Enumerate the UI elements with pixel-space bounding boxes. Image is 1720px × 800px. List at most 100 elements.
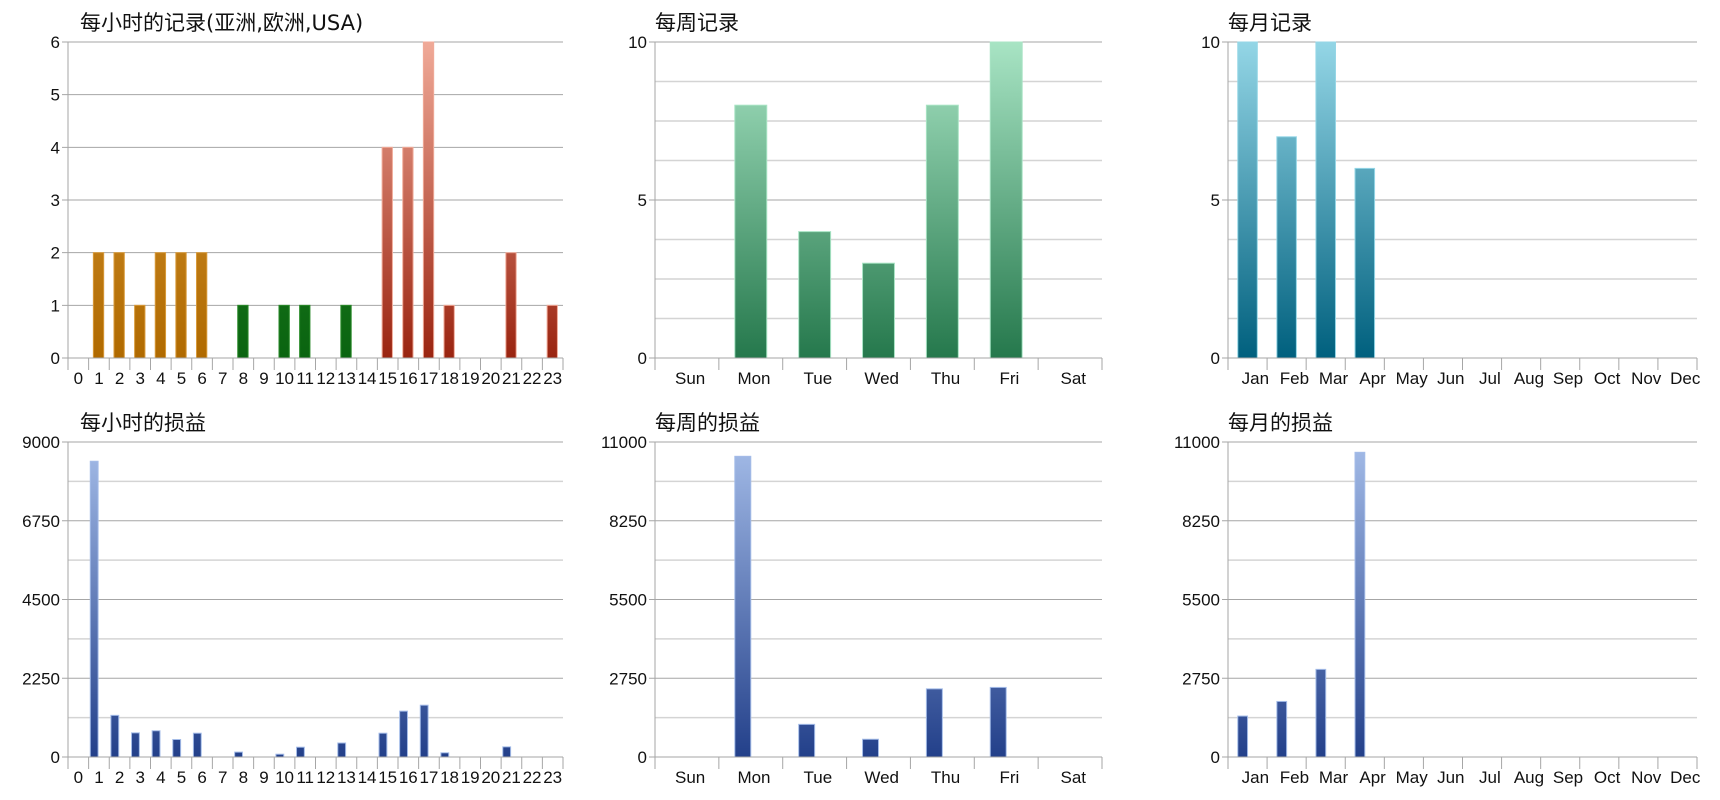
- bar-Fri: [989, 41, 1023, 359]
- x-tick-label: Dec: [1670, 369, 1701, 388]
- y-tick-label: 5500: [1182, 591, 1220, 610]
- bar-15: [381, 146, 393, 359]
- bar-11: [299, 304, 311, 359]
- y-tick-label: 10: [628, 33, 647, 52]
- x-tick-label: 4: [156, 768, 165, 787]
- x-tick-label: Apr: [1359, 369, 1386, 388]
- x-tick-label: Mar: [1319, 768, 1349, 787]
- x-tick-label: 2: [115, 768, 124, 787]
- bar-Jan: [1237, 715, 1249, 758]
- y-tick-label: 0: [1211, 349, 1220, 368]
- bar-10: [278, 304, 290, 359]
- x-tick-label: 9: [259, 768, 268, 787]
- x-tick-label: 3: [135, 768, 144, 787]
- bar-4: [151, 730, 161, 758]
- x-tick-label: 5: [177, 768, 186, 787]
- bar-1: [89, 460, 99, 758]
- bar-Feb: [1276, 700, 1288, 758]
- y-tick-label: 5: [51, 86, 60, 105]
- bar-6: [195, 252, 208, 359]
- x-tick-label: 21: [502, 768, 521, 787]
- x-tick-label: 8: [239, 768, 248, 787]
- y-tick-label: 0: [638, 748, 647, 767]
- x-tick-label: 7: [218, 369, 227, 388]
- y-tick-label: 8250: [609, 512, 647, 531]
- bar-Tue: [798, 723, 816, 758]
- x-tick-label: 19: [461, 768, 480, 787]
- x-tick-label: Feb: [1280, 369, 1309, 388]
- bar-Mar: [1315, 41, 1336, 359]
- chart-title: 每月记录: [1228, 11, 1312, 35]
- bar-Wed: [862, 262, 895, 359]
- bar-Thu: [925, 104, 959, 359]
- x-tick-label: 9: [259, 369, 268, 388]
- x-tick-label: Mon: [737, 369, 770, 388]
- x-tick-label: 22: [523, 369, 542, 388]
- y-tick-label: 5: [1211, 191, 1220, 210]
- x-tick-label: Wed: [864, 369, 899, 388]
- y-tick-label: 5: [638, 191, 647, 210]
- x-tick-label: 11: [296, 369, 314, 388]
- bar-Wed: [862, 738, 879, 758]
- x-tick-label: 11: [296, 768, 314, 787]
- chart-5: 每月的损益 0 2750 5500 8250 11000 Jan Feb Mar Apr May Ju…: [1174, 411, 1701, 787]
- x-tick-label: 21: [502, 369, 521, 388]
- x-tick-label: Sat: [1060, 768, 1086, 787]
- x-tick-label: 23: [543, 768, 562, 787]
- x-tick-label: 6: [197, 369, 206, 388]
- bar-Feb: [1276, 136, 1297, 359]
- x-tick-label: Jun: [1437, 369, 1464, 388]
- y-tick-label: 3: [51, 191, 60, 210]
- x-tick-label: Sun: [675, 369, 705, 388]
- y-tick-label: 0: [638, 349, 647, 368]
- x-tick-label: 12: [316, 369, 335, 388]
- x-tick-label: 6: [197, 768, 206, 787]
- bar-Apr: [1354, 167, 1376, 359]
- bar-8: [237, 304, 249, 359]
- y-tick-label: 11000: [601, 433, 647, 452]
- bar-13: [340, 304, 352, 359]
- x-tick-label: Nov: [1631, 768, 1662, 787]
- bar-16: [402, 146, 414, 359]
- x-tick-label: 4: [156, 369, 165, 388]
- bar-Thu: [925, 688, 943, 758]
- x-tick-label: Thu: [931, 369, 960, 388]
- x-tick-label: Jul: [1479, 369, 1501, 388]
- x-tick-label: 16: [399, 768, 418, 787]
- chart-title: 每月的损益: [1228, 411, 1333, 435]
- x-tick-label: Fri: [999, 768, 1019, 787]
- y-tick-label: 6: [51, 33, 60, 52]
- x-tick-label: 1: [94, 369, 103, 388]
- x-tick-label: 15: [378, 369, 397, 388]
- y-tick-label: 0: [51, 349, 60, 368]
- x-tick-label: Aug: [1514, 369, 1544, 388]
- chart-4: 每周的损益 0 2750 5500 8250 11000 Sun Mon Tue Wed Thu Fr…: [601, 411, 1103, 787]
- y-tick-label: 5500: [609, 591, 647, 610]
- x-tick-label: Sun: [675, 768, 705, 787]
- x-tick-label: 3: [135, 369, 144, 388]
- bar-5: [172, 739, 182, 758]
- x-tick-label: 17: [419, 369, 438, 388]
- bar-Mon: [734, 455, 752, 758]
- bar-4: [154, 252, 167, 359]
- bar-17: [419, 704, 429, 758]
- x-tick-label: Tue: [803, 768, 832, 787]
- y-tick-label: 9000: [22, 433, 60, 452]
- y-tick-label: 10: [1201, 33, 1220, 52]
- y-tick-label: 6750: [22, 512, 60, 531]
- bar-13: [337, 742, 347, 758]
- bar-18: [443, 304, 455, 359]
- y-tick-label: 11000: [1174, 433, 1220, 452]
- bar-1: [92, 252, 105, 359]
- bar-6: [192, 732, 202, 758]
- x-tick-label: Aug: [1514, 768, 1544, 787]
- x-tick-label: Mon: [737, 768, 770, 787]
- x-tick-label: Tue: [803, 369, 832, 388]
- x-tick-label: 14: [358, 369, 377, 388]
- bar-2: [110, 714, 120, 758]
- x-tick-label: May: [1396, 369, 1429, 388]
- x-tick-label: Jan: [1242, 768, 1269, 787]
- bar-Mon: [734, 104, 768, 359]
- chart-title: 每周记录: [655, 11, 739, 35]
